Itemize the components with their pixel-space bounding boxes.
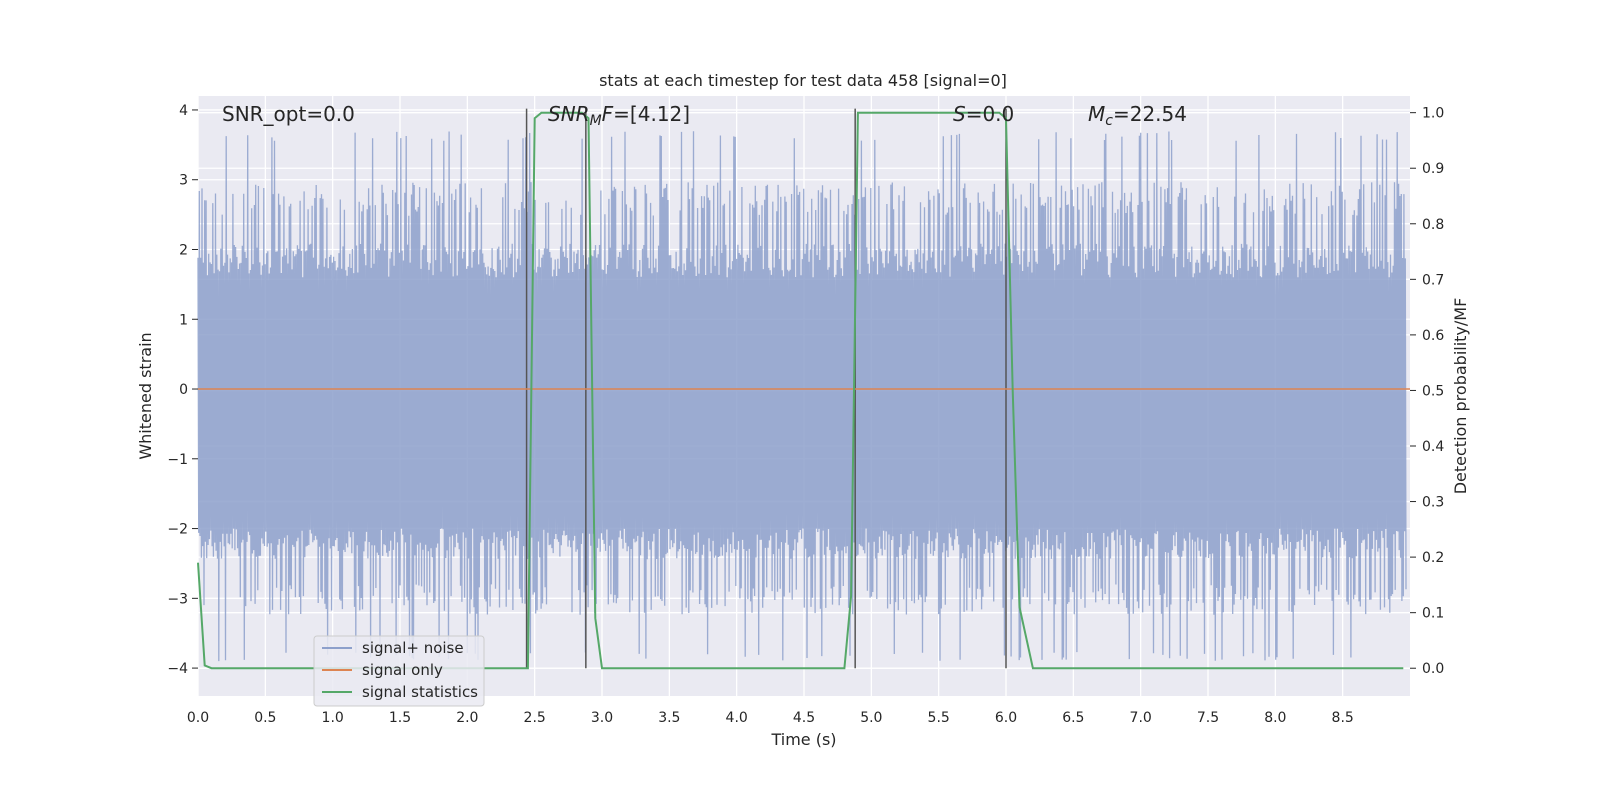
y-right-tick-label: 0.0 xyxy=(1422,661,1444,677)
series-signal-statistics xyxy=(197,111,1404,670)
mc-value: =22.54 xyxy=(1113,102,1187,126)
x-tick-label: 4.5 xyxy=(793,710,815,726)
annotation-mc: Mc=22.54 xyxy=(1088,102,1187,129)
y-right-axis-ticks: 1.0 0.9 0.8 0.7 0.6 0.5 0.4 0.3 0.2 0.1 0.0 xyxy=(1410,106,1444,677)
x-tick-label: 5.5 xyxy=(928,710,950,726)
snr-mf-tail: F xyxy=(602,102,614,126)
y-right-tick-label: 0.2 xyxy=(1422,550,1444,566)
snr-mf-label: SNR xyxy=(548,102,590,126)
annotation-snr-mf: SNRMF=[4.12] xyxy=(548,102,690,129)
x-tick-label: 2.5 xyxy=(524,710,546,726)
y-tick-label: −1 xyxy=(167,452,188,468)
legend-label-signal-statistics: signal statistics xyxy=(362,683,478,701)
y-right-tick-label: 0.1 xyxy=(1422,606,1444,622)
signal-statistics-line xyxy=(197,111,1404,670)
noise-trace xyxy=(197,131,1407,662)
series-signal-noise xyxy=(197,131,1407,662)
y-right-tick-label: 0.6 xyxy=(1422,328,1444,344)
y-tick-label: −4 xyxy=(167,661,188,677)
y-right-tick-label: 0.3 xyxy=(1422,495,1444,511)
y-tick-label: −3 xyxy=(167,591,188,607)
x-tick-label: 2.0 xyxy=(456,710,478,726)
y-tick-label: 1 xyxy=(179,312,188,328)
y-tick-label: 4 xyxy=(179,103,188,119)
s-value: =0.0 xyxy=(966,102,1015,126)
y-axis-ticks: 4 3 2 1 0 −1 −2 −3 −4 xyxy=(167,103,198,677)
x-tick-label: 8.0 xyxy=(1264,710,1286,726)
y-right-tick-label: 0.8 xyxy=(1422,217,1444,233)
y-right-axis-label: Detection probability/MF xyxy=(1451,298,1470,495)
annotation-snr-opt: SNR_opt=0.0 xyxy=(222,102,355,126)
x-tick-label: 7.5 xyxy=(1197,710,1219,726)
y-tick-label: −2 xyxy=(167,522,188,538)
x-axis-ticks: 0.0 0.5 1.0 1.5 2.0 2.5 3.0 3.5 4.0 4.5 5.0 5.5 6.0 6… xyxy=(187,710,1354,726)
y-right-tick-label: 0.5 xyxy=(1422,383,1444,399)
snr-mf-sub: M xyxy=(590,113,602,129)
mc-label: M xyxy=(1088,102,1105,126)
y-tick-label: 2 xyxy=(179,242,188,258)
y-axis-label: Whitened strain xyxy=(136,332,155,459)
x-tick-label: 6.0 xyxy=(995,710,1017,726)
x-tick-label: 0.0 xyxy=(187,710,209,726)
legend-label-signal-only: signal only xyxy=(362,661,443,679)
legend: signal+ noise signal only signal statist… xyxy=(313,635,485,707)
mc-sub: c xyxy=(1105,113,1113,129)
x-tick-label: 1.5 xyxy=(389,710,411,726)
x-tick-label: 0.5 xyxy=(254,710,276,726)
annotation-s: S=0.0 xyxy=(953,102,1014,126)
y-right-tick-label: 0.9 xyxy=(1422,161,1444,177)
x-tick-label: 4.0 xyxy=(726,710,748,726)
x-tick-label: 6.5 xyxy=(1062,710,1084,726)
x-tick-label: 1.0 xyxy=(322,710,344,726)
x-tick-label: 8.5 xyxy=(1332,710,1354,726)
s-label: S xyxy=(953,102,966,126)
snr-mf-value: =[4.12] xyxy=(613,102,690,126)
x-tick-label: 7.0 xyxy=(1130,710,1152,726)
x-tick-label: 5.0 xyxy=(860,710,882,726)
x-axis-label: Time (s) xyxy=(770,730,836,749)
y-right-tick-label: 1.0 xyxy=(1422,106,1444,122)
legend-box xyxy=(313,635,485,707)
y-right-tick-label: 0.4 xyxy=(1422,439,1444,455)
y-right-tick-label: 0.7 xyxy=(1422,272,1444,288)
chart-title: stats at each timestep for test data 458… xyxy=(599,71,1007,90)
legend-label-signal-noise: signal+ noise xyxy=(362,639,464,657)
x-tick-label: 3.0 xyxy=(591,710,613,726)
x-tick-label: 3.5 xyxy=(658,710,680,726)
y-tick-label: 3 xyxy=(179,173,188,189)
y-tick-label: 0 xyxy=(179,382,188,398)
